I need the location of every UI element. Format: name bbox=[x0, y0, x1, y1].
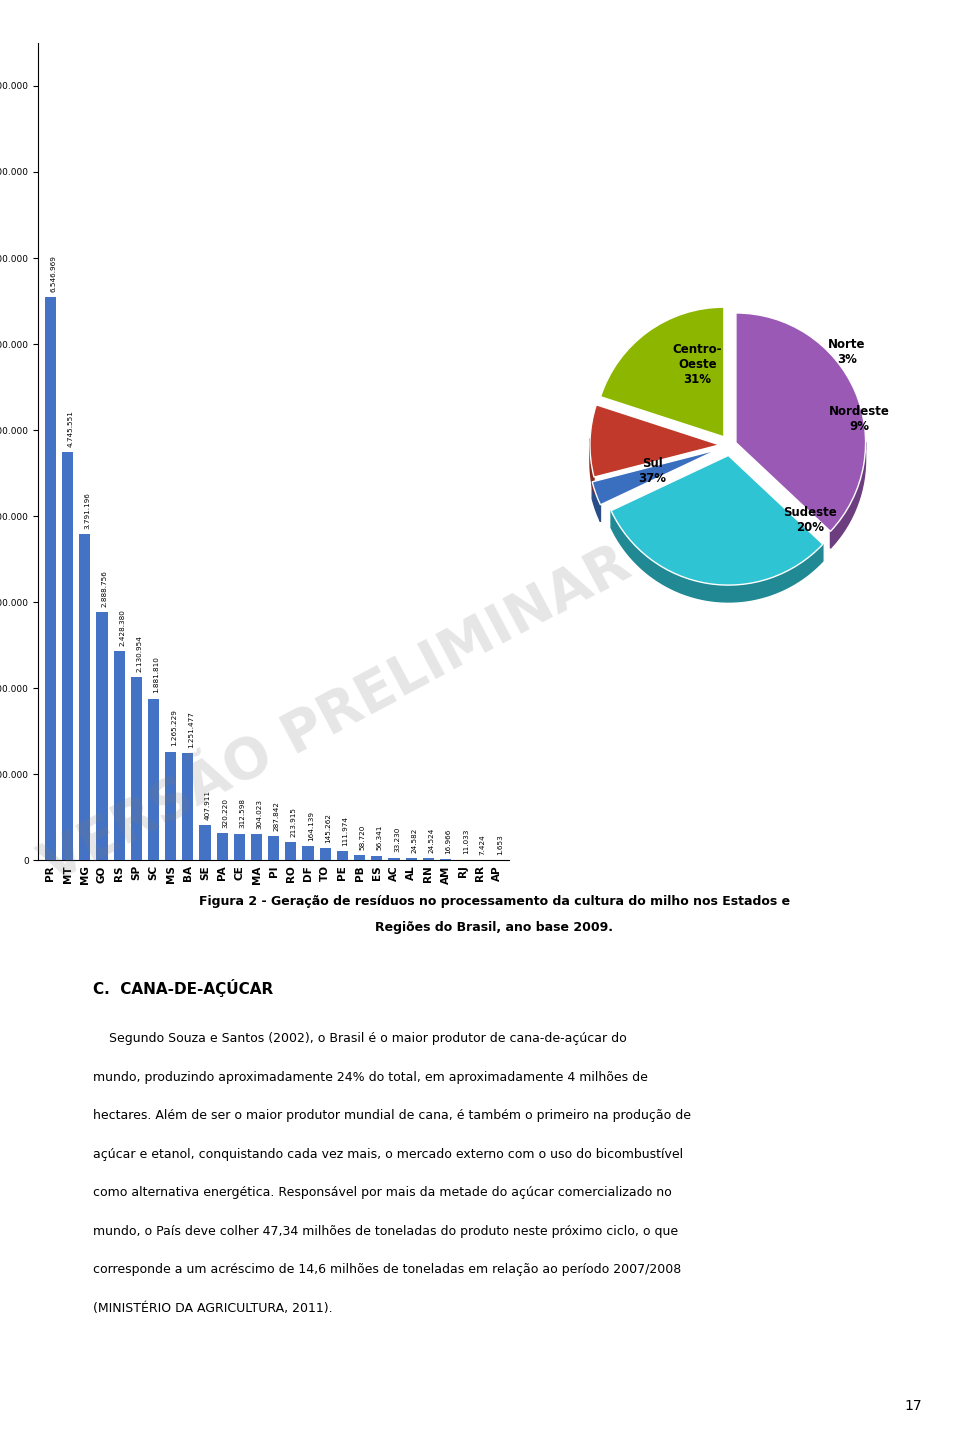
Text: (MINISTÉRIO DA AGRICULTURA, 2011).: (MINISTÉRIO DA AGRICULTURA, 2011). bbox=[93, 1301, 333, 1314]
Bar bbox=[268, 835, 279, 861]
Bar bbox=[217, 832, 228, 861]
Text: como alternativa energética. Responsável por mais da metade do açúcar comerciali: como alternativa energética. Responsável… bbox=[93, 1187, 672, 1200]
Text: 1.251.477: 1.251.477 bbox=[188, 711, 194, 748]
Bar bbox=[200, 825, 210, 861]
Text: 56.341: 56.341 bbox=[376, 825, 383, 851]
Bar bbox=[422, 858, 434, 861]
Bar bbox=[372, 855, 382, 861]
Polygon shape bbox=[830, 442, 866, 548]
Text: 6.546.969: 6.546.969 bbox=[51, 255, 57, 292]
Bar bbox=[389, 858, 399, 861]
Text: 407.911: 407.911 bbox=[205, 791, 211, 821]
Polygon shape bbox=[590, 439, 594, 493]
Bar bbox=[79, 535, 90, 861]
Wedge shape bbox=[592, 449, 718, 505]
Text: 1.653: 1.653 bbox=[497, 835, 503, 855]
Text: 164.139: 164.139 bbox=[308, 811, 314, 841]
Text: C.  CANA-DE-AÇÚCAR: C. CANA-DE-AÇÚCAR bbox=[93, 980, 274, 997]
Text: 287.842: 287.842 bbox=[274, 801, 279, 831]
Text: Segundo Souza e Santos (2002), o Brasil é o maior produtor de cana-de-açúcar do: Segundo Souza e Santos (2002), o Brasil … bbox=[93, 1032, 627, 1045]
Text: Nordeste
9%: Nordeste 9% bbox=[829, 405, 890, 433]
Text: Norte
3%: Norte 3% bbox=[828, 337, 865, 366]
Wedge shape bbox=[601, 307, 724, 436]
Bar bbox=[113, 652, 125, 861]
Text: Figura 2 - Geração de resíduos no processamento da cultura do milho nos Estados : Figura 2 - Geração de resíduos no proces… bbox=[199, 895, 790, 908]
Text: mundo, produzindo aproximadamente 24% do total, em aproximadamente 4 milhões de: mundo, produzindo aproximadamente 24% do… bbox=[93, 1071, 648, 1084]
Bar bbox=[96, 612, 108, 861]
Text: 16.966: 16.966 bbox=[445, 828, 451, 854]
Text: 2.130.954: 2.130.954 bbox=[136, 635, 142, 672]
Bar bbox=[165, 752, 177, 861]
Wedge shape bbox=[736, 313, 866, 532]
Text: Regiões do Brasil, ano base 2009.: Regiões do Brasil, ano base 2009. bbox=[375, 921, 613, 934]
Text: 2.888.756: 2.888.756 bbox=[102, 569, 108, 606]
Text: 111.974: 111.974 bbox=[343, 815, 348, 845]
Bar bbox=[251, 834, 262, 861]
Bar bbox=[45, 297, 56, 861]
Text: 304.023: 304.023 bbox=[256, 799, 262, 829]
Text: 320.220: 320.220 bbox=[222, 798, 228, 828]
Text: 7.424: 7.424 bbox=[480, 834, 486, 855]
Wedge shape bbox=[612, 455, 823, 585]
Bar bbox=[131, 676, 142, 861]
Polygon shape bbox=[612, 511, 823, 602]
Text: açúcar e etanol, conquistando cada vez mais, o mercado externo com o uso do bico: açúcar e etanol, conquistando cada vez m… bbox=[93, 1148, 684, 1161]
Text: 24.582: 24.582 bbox=[411, 828, 418, 854]
Text: 17: 17 bbox=[904, 1399, 922, 1413]
Text: corresponde a um acréscimo de 14,6 milhões de toneladas em relação ao período 20: corresponde a um acréscimo de 14,6 milhõ… bbox=[93, 1263, 682, 1276]
Text: 24.524: 24.524 bbox=[428, 828, 434, 854]
Text: 58.720: 58.720 bbox=[360, 825, 366, 851]
Text: 1.265.229: 1.265.229 bbox=[171, 709, 177, 746]
Bar bbox=[440, 859, 451, 861]
Bar bbox=[148, 698, 159, 861]
Text: 2.428.380: 2.428.380 bbox=[119, 609, 125, 646]
Wedge shape bbox=[590, 405, 720, 478]
Bar bbox=[234, 834, 245, 861]
Text: Sul
37%: Sul 37% bbox=[638, 458, 666, 485]
Text: 11.033: 11.033 bbox=[463, 829, 468, 854]
Text: 1.881.810: 1.881.810 bbox=[154, 656, 159, 694]
Bar bbox=[320, 848, 331, 861]
Bar bbox=[337, 851, 348, 861]
Bar bbox=[182, 752, 193, 861]
Text: 3.791.196: 3.791.196 bbox=[84, 492, 91, 529]
Text: hectares. Além de ser o maior produtor mundial de cana, é também o primeiro na p: hectares. Além de ser o maior produtor m… bbox=[93, 1110, 691, 1123]
Text: 145.262: 145.262 bbox=[325, 812, 331, 842]
Bar bbox=[302, 847, 314, 861]
Text: 4.745.551: 4.745.551 bbox=[67, 410, 74, 448]
Bar bbox=[354, 855, 365, 861]
Text: VERSÃO PRELIMINAR: VERSÃO PRELIMINAR bbox=[33, 536, 639, 894]
Text: Sudeste
20%: Sudeste 20% bbox=[783, 506, 837, 535]
Text: Centro-
Oeste
31%: Centro- Oeste 31% bbox=[673, 343, 722, 386]
Text: 33.230: 33.230 bbox=[394, 827, 400, 852]
Polygon shape bbox=[592, 482, 600, 522]
Bar bbox=[285, 842, 297, 861]
Text: 312.598: 312.598 bbox=[239, 798, 246, 828]
Bar bbox=[62, 452, 73, 861]
Text: 213.915: 213.915 bbox=[291, 807, 297, 837]
Text: mundo, o País deve colher 47,34 milhões de toneladas do produto neste próximo ci: mundo, o País deve colher 47,34 milhões … bbox=[93, 1224, 679, 1238]
Bar bbox=[405, 858, 417, 861]
